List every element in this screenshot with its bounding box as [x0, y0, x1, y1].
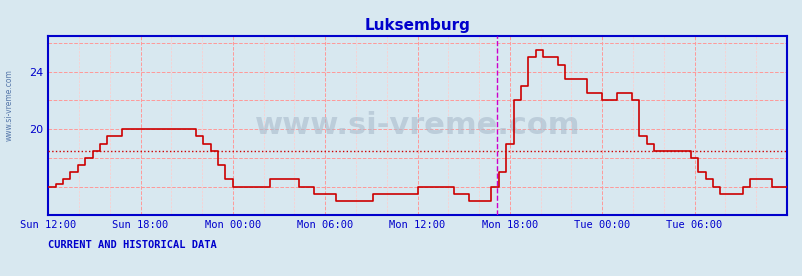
Text: CURRENT AND HISTORICAL DATA: CURRENT AND HISTORICAL DATA	[48, 240, 217, 250]
Text: www.si-vreme.com: www.si-vreme.com	[254, 111, 580, 140]
Title: Luksemburg: Luksemburg	[364, 18, 470, 33]
Text: www.si-vreme.com: www.si-vreme.com	[5, 69, 14, 141]
